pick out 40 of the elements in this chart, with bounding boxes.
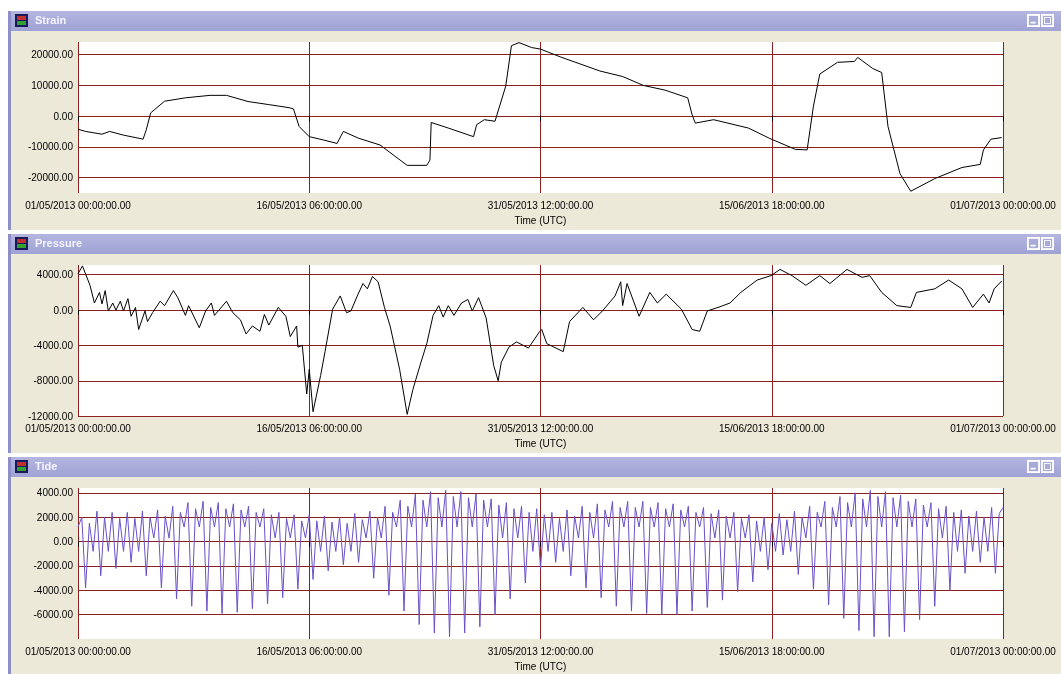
y-tick-label: 0.00 <box>53 536 74 548</box>
x-tick-label: 31/05/2013 12:00:00.00 <box>487 422 594 434</box>
x-tick-label: 01/07/2013 00:00:00.00 <box>950 645 1057 657</box>
x-tick-label: 01/05/2013 00:00:00.00 <box>25 645 132 657</box>
y-tick-label: -12000.00 <box>27 410 74 422</box>
x-axis-title: Time (UTC) <box>514 660 567 672</box>
y-tick-label: -2000.00 <box>33 560 74 572</box>
x-tick-label: 01/07/2013 00:00:00.00 <box>950 199 1057 211</box>
x-tick-label: 01/05/2013 00:00:00.00 <box>25 199 132 211</box>
x-axis-title: Time (UTC) <box>514 437 567 449</box>
x-tick-label: 15/06/2013 18:00:00.00 <box>718 645 826 657</box>
y-tick-label: 0.00 <box>53 110 74 122</box>
y-tick-label: -6000.00 <box>33 609 74 621</box>
x-tick-label: 31/05/2013 12:00:00.00 <box>487 645 594 657</box>
y-tick-label: -20000.00 <box>27 172 74 184</box>
line-series <box>77 489 1004 638</box>
y-tick-label: -10000.00 <box>27 141 74 153</box>
x-tick-label: 01/07/2013 00:00:00.00 <box>950 422 1057 434</box>
y-tick-label: 10000.00 <box>31 79 74 91</box>
chart-title: Tide <box>35 460 58 472</box>
line-series <box>77 42 1003 192</box>
x-tick-label: 15/06/2013 18:00:00.00 <box>718 422 826 434</box>
y-tick-label: 20000.00 <box>31 48 74 60</box>
y-tick-label: 2000.00 <box>36 511 74 523</box>
y-tick-label: -4000.00 <box>33 339 74 351</box>
y-tick-label: 4000.00 <box>36 269 74 281</box>
chart-title: Pressure <box>35 237 83 249</box>
x-tick-label: 15/06/2013 18:00:00.00 <box>718 199 826 211</box>
x-tick-label: 16/05/2013 06:00:00.00 <box>256 645 363 657</box>
y-tick-label: -4000.00 <box>33 584 74 596</box>
y-tick-label: 0.00 <box>53 304 74 316</box>
chart-title: Strain <box>35 14 67 26</box>
x-tick-label: 16/05/2013 06:00:00.00 <box>256 199 363 211</box>
y-tick-label: -8000.00 <box>33 375 74 387</box>
y-tick-label: 4000.00 <box>36 487 74 499</box>
line-series <box>77 265 1003 415</box>
x-tick-label: 01/05/2013 00:00:00.00 <box>25 422 132 434</box>
x-tick-label: 16/05/2013 06:00:00.00 <box>256 422 363 434</box>
x-axis-title: Time (UTC) <box>514 214 567 226</box>
x-tick-label: 31/05/2013 12:00:00.00 <box>487 199 594 211</box>
